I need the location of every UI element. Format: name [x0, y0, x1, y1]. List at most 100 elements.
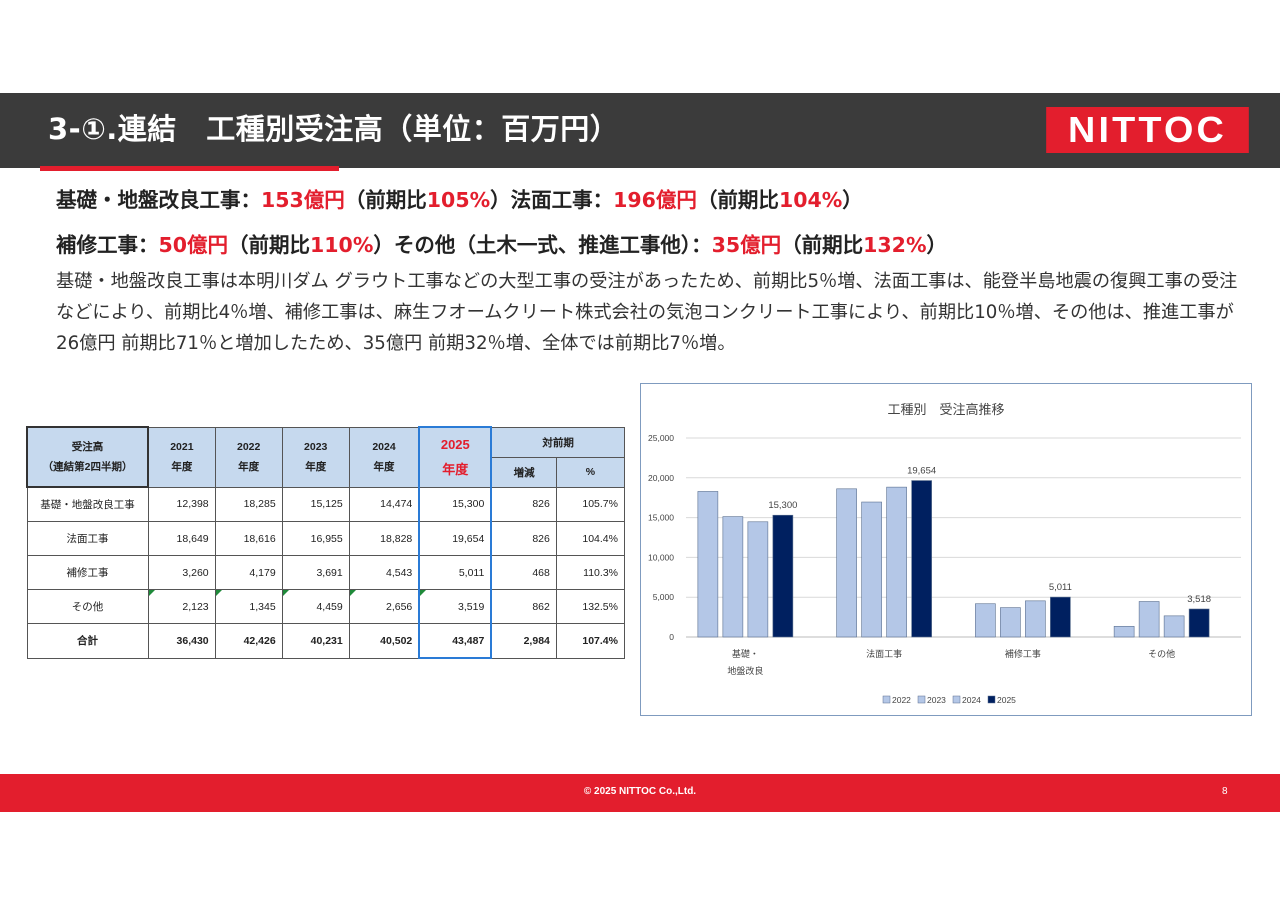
legend-swatch-2022	[882, 695, 891, 704]
table-row: 法面工事 18,649 18,616 16,955 18,828 19,654 826 104…	[26, 521, 626, 556]
row-label: 基礎・地盤改良工事	[26, 486, 149, 522]
cell-value: 40,502	[348, 623, 420, 659]
cell-value: 4,543	[348, 555, 420, 590]
cell-value: 3,691	[281, 555, 350, 590]
header-change: 増減	[490, 456, 557, 488]
data-label: 3,518	[1187, 594, 1211, 605]
data-label: 15,300	[768, 500, 797, 511]
bar-2024	[747, 521, 769, 638]
data-label: 5,011	[1049, 582, 1072, 593]
summary-segment: 110%	[310, 233, 374, 257]
bar-2023	[1138, 601, 1160, 638]
x-category-label: 基礎・	[732, 648, 759, 659]
cell-value: 40,231	[281, 623, 350, 659]
cell-value: 43,487	[418, 623, 493, 659]
header-label-cell: 受注高 （連結第2四半期）	[25, 426, 150, 488]
summary-segment: ）法面工事：	[490, 188, 614, 212]
cell-value: 18,649	[147, 521, 216, 556]
summary-segment: （前期比	[344, 188, 427, 212]
orders-table: 受注高 （連結第2四半期） 2021 年度 2022 年度 2023 年度 2024 年…	[25, 426, 626, 659]
bar-2022	[697, 491, 719, 638]
legend-label: 2022	[892, 695, 911, 705]
x-category-label: その他	[1148, 648, 1175, 659]
cell-change: 2,984	[490, 623, 557, 659]
header-label-1: 受注高	[71, 441, 104, 453]
orders-chart: 工種別 受注高推移 25,000 20,000 15,000 10,000 5,000 0 1…	[640, 383, 1252, 716]
cell-value: 2,656	[348, 589, 420, 624]
legend-swatch-2024	[952, 695, 961, 704]
header-yoy: 対前期	[490, 426, 626, 458]
bar-2022	[836, 488, 857, 638]
data-label: 19,654	[907, 466, 936, 477]
bar-2022	[975, 603, 996, 638]
cell-value: 16,955	[281, 521, 350, 556]
header-year: 2023 年度	[281, 426, 350, 488]
cell-pct: 110.3%	[555, 555, 626, 590]
table-row: その他 2,123 1,345 4,459 2,656 3,519 862 132.5%	[26, 589, 626, 624]
legend-label: 2024	[962, 695, 981, 705]
cell-value: 4,179	[214, 555, 283, 590]
cell-value: 4,459	[281, 589, 350, 624]
y-tick-label: 25,000	[648, 433, 674, 443]
footer-bar	[0, 774, 1280, 812]
row-label: 法面工事	[26, 521, 149, 556]
legend-label: 2023	[927, 695, 946, 705]
summary-segment: 104%	[778, 188, 843, 212]
chart-title: 工種別 受注高推移	[887, 402, 1004, 417]
cell-value: 1,345	[214, 589, 283, 624]
page-title: 3-①.連結 工種別受注高（単位：百万円）	[48, 112, 620, 146]
bar-2024	[1025, 600, 1046, 638]
cell-value: 15,125	[281, 486, 350, 522]
table-total-row: 合計 36,430 42,426 40,231 40,502 43,487 2,984 107…	[26, 623, 626, 659]
bar-2025	[911, 480, 932, 638]
nittoc-logo: NITTOC	[1046, 107, 1249, 153]
legend-label: 2025	[997, 695, 1016, 705]
bar-2025	[1188, 608, 1210, 638]
bar-2022	[1113, 625, 1135, 638]
y-tick-label: 10,000	[648, 552, 674, 562]
header-year: 2021 年度	[147, 426, 216, 488]
header-year-2025: 2025 年度	[418, 426, 493, 488]
y-tick-label: 20,000	[648, 473, 674, 483]
header-year: 2024 年度	[348, 426, 420, 488]
cell-change: 826	[490, 521, 557, 556]
summary-segment: 153億円	[261, 188, 345, 212]
summary-segment: ）	[926, 233, 948, 257]
cell-value: 5,011	[418, 555, 493, 590]
x-category-label: 地盤改良	[727, 665, 763, 676]
cell-change: 468	[490, 555, 557, 590]
cell-value: 18,285	[214, 486, 283, 522]
summary-segment: （前期比	[781, 233, 864, 257]
bar-2024	[1163, 615, 1185, 638]
cell-pct: 105.7%	[555, 486, 626, 522]
summary-segment: 50億円	[158, 233, 229, 257]
cell-value: 12,398	[147, 486, 216, 522]
row-label: 補修工事	[26, 555, 149, 590]
x-category-label: 補修工事	[1005, 648, 1041, 659]
bar-2023	[722, 516, 744, 638]
cell-value: 19,654	[418, 521, 493, 556]
summary-segment: 105%	[426, 188, 491, 212]
legend-swatch-2023	[917, 695, 926, 704]
page-number: 8	[1222, 786, 1228, 797]
cell-value: 15,300	[418, 486, 493, 522]
cell-pct: 132.5%	[555, 589, 626, 624]
summary-segment: 132%	[863, 233, 927, 257]
title-underline	[40, 166, 339, 171]
x-category-label: 法面工事	[866, 648, 902, 659]
cell-value: 42,426	[214, 623, 283, 659]
legend-swatch-2025	[987, 695, 996, 704]
bar-2025	[1050, 596, 1071, 638]
summary-segment: （前期比	[228, 233, 311, 257]
cell-change: 826	[490, 486, 557, 522]
cell-value: 3,519	[418, 589, 493, 624]
bar-2023	[861, 501, 882, 638]
cell-value: 36,430	[147, 623, 216, 659]
table-row: 基礎・地盤改良工事 12,398 18,285 15,125 14,474 15,300 8…	[26, 486, 626, 522]
orders-chart-svg: 工種別 受注高推移 25,000 20,000 15,000 10,000 5,000 0 1…	[648, 402, 1241, 705]
cell-value: 3,260	[147, 555, 216, 590]
cell-value: 18,828	[348, 521, 420, 556]
summary-segment: 補修工事：	[56, 233, 159, 257]
header-year: 2022 年度	[214, 426, 283, 488]
header-pct: %	[555, 456, 626, 488]
